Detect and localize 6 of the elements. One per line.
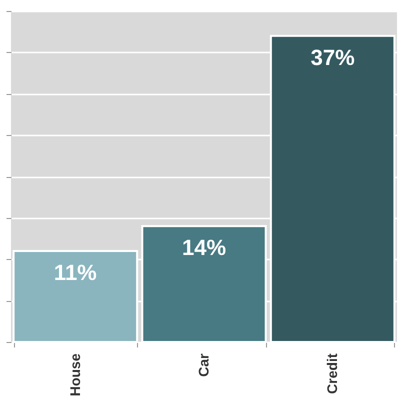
x-tick-label: Car (196, 352, 212, 377)
x-tick-label: Credit (324, 353, 340, 394)
data-label: 37% (310, 44, 355, 70)
data-label: 11% (54, 260, 97, 285)
data-label: 14% (182, 235, 226, 260)
x-tick-label: House (66, 353, 83, 396)
